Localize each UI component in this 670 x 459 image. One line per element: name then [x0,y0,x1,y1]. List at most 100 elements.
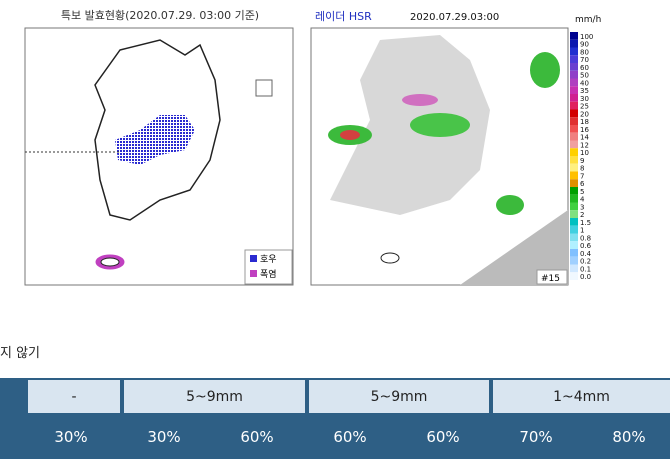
scale-swatch [570,194,578,203]
scale-label: 100 [580,33,593,41]
scale-swatch [570,241,578,249]
scale-swatch [570,225,578,234]
radar-time: 2020.07.29.03:00 [410,12,499,23]
table-cell: 60% [240,428,274,446]
frame-label: #15 [541,274,560,284]
scale-label: 4 [580,196,585,204]
scale-swatch [570,39,578,48]
legend-swatch [250,270,257,277]
scale-swatch [570,132,578,141]
scale-label: 12 [580,141,589,149]
scale-swatch [570,125,578,133]
table-cell: 60% [333,428,367,446]
scale-label: 80 [580,48,589,56]
scale-swatch [570,187,578,195]
rain-echo [410,113,470,137]
scale-label: 7 [580,172,584,180]
caption: 지 않기 [0,346,41,361]
scale-label: 14 [580,134,589,142]
dokdo-box [255,79,273,97]
scale-swatch [570,117,578,125]
scale-swatch [570,109,578,118]
scale-label: 0.0 [580,273,591,281]
legend-label: 호우 [260,254,277,265]
table-cell: 5~9mm [124,380,305,413]
forecast-table: -5~9mm 5~9mm 1~4mm 30% 30% 60% 60% 60% 70% 80% [0,378,670,459]
scale-swatch [570,179,578,187]
frame-box [536,269,568,285]
legend-swatch [250,255,257,262]
scale-label: 1 [580,227,584,235]
scale-label: 70 [580,56,589,64]
scale-swatch [570,249,578,257]
scale-swatch [570,86,578,94]
scale-label: 90 [580,41,589,49]
scale-swatch [570,171,578,180]
table-cell: 1~4mm [493,380,670,413]
scale-label: 0.6 [580,242,592,250]
rain-echo [402,94,438,106]
scale-swatch [570,94,578,102]
scale-swatch [570,233,578,242]
color-scale: 1009080706050403530252018161412109876543… [570,32,593,281]
scale-swatch [570,210,578,218]
scale-swatch [570,32,578,40]
warning-title: 특보 발효현황(2020.07.29. 03:00 기준) [61,9,259,22]
table-cell: 60% [426,428,460,446]
scale-swatch [570,55,578,63]
scale-label: 2 [580,211,584,219]
scale-label: 30 [580,95,589,103]
radar-shade [460,210,568,285]
rain-echo [530,52,560,88]
scale-swatch [570,148,578,156]
scale-label: 16 [580,126,589,134]
table-cell: 80% [612,428,646,446]
scale-label: 25 [580,103,589,111]
scale-label: 0.4 [580,250,592,258]
scale-label: 6 [580,180,585,188]
heavy-rain-area [115,115,195,165]
scale-swatch [570,202,578,211]
scale-label: 3 [580,203,584,211]
scale-label: 50 [580,72,589,80]
scale-swatch [570,78,578,87]
table-cell: 5~9mm [309,380,489,413]
rain-echo [340,130,360,140]
scale-swatch [570,264,578,273]
scale-label: 0.2 [580,258,591,266]
scale-swatch [570,256,578,265]
scale-label: 60 [580,64,589,72]
scale-swatch [570,272,578,280]
scale-label: 0.1 [580,265,591,273]
scale-label: 18 [580,118,589,126]
table-cell: 70% [519,428,553,446]
scale-label: 8 [580,165,584,173]
table-cell: - [28,380,120,413]
maps: 특보 발효현황(2020.07.29. 03:00 기준) 호우 폭염 레이더 … [24,9,601,286]
jeju [100,257,120,267]
radar-title: 레이더 HSR [315,10,372,23]
scale-swatch [570,47,578,56]
radar-unit: mm/h [575,15,601,25]
scale-label: 20 [580,110,589,118]
scale-swatch [570,63,578,71]
scale-swatch [570,101,578,110]
scale-label: 40 [580,79,589,87]
scale-swatch [570,163,578,172]
scale-swatch [570,156,578,164]
table-cell: 30% [54,428,88,446]
scale-swatch [570,70,578,79]
scale-label: 0.8 [580,234,591,242]
scale-label: 10 [580,149,589,157]
rain-echo [496,195,524,215]
jeju [380,252,400,264]
scale-label: 9 [580,157,584,165]
table-cell: 30% [147,428,181,446]
scale-label: 5 [580,188,584,196]
scale-swatch [570,140,578,149]
scale-swatch [570,218,578,226]
legend-label: 폭염 [260,269,277,280]
scale-label: 1.5 [580,219,591,227]
scale-label: 35 [580,87,589,95]
